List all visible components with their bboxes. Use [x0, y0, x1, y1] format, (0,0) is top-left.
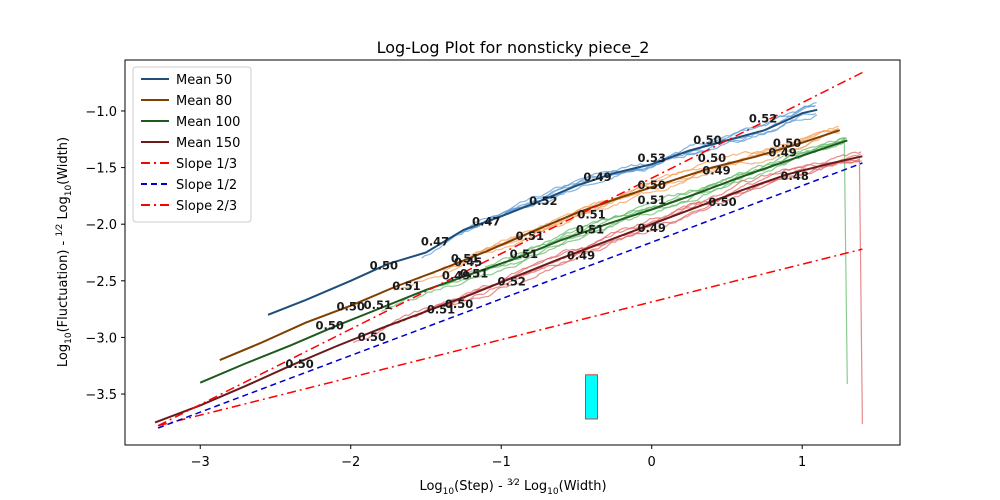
y-tick-label: −1.0	[85, 105, 117, 120]
series-line-slope-1-2	[157, 162, 863, 429]
slope-annotation: 0.50	[358, 330, 386, 344]
raw-trace-4-5	[466, 153, 861, 296]
raw-trace-3-3	[432, 137, 846, 289]
slope-annotation: 0.49	[567, 248, 595, 262]
series-line-mean-50	[267, 108, 818, 316]
series-line-mean-100	[199, 139, 848, 384]
slope-annotation: 0.51	[460, 266, 488, 280]
slope-annotation: 0.51	[577, 208, 605, 222]
slope-annotation: 0.51	[576, 222, 604, 236]
slope-annotation: 0.51	[427, 303, 455, 317]
slope-annotation: 0.50	[337, 299, 365, 313]
slope-annotation: 0.50	[370, 259, 398, 273]
legend-label: Mean 80	[176, 94, 232, 109]
slope-annotation: 0.48	[781, 169, 809, 183]
axes-frame	[124, 59, 901, 446]
slope-annotation: 0.49	[768, 145, 796, 159]
series-line-slope-1-3	[157, 248, 863, 427]
slope-annotation: 0.49	[583, 170, 611, 184]
slope-annotation: 0.47	[472, 214, 500, 228]
x-axis-label: Log10(Step) - 3⁄2 Log10(Width)	[419, 478, 606, 497]
raw-trace-2-5	[492, 125, 839, 247]
x-tick-label: −3	[191, 455, 210, 470]
slope-annotation: 0.50	[638, 178, 666, 192]
series-line-slope-2-3	[157, 71, 863, 427]
y-tick-label: −3.5	[85, 388, 117, 403]
legend-label: Slope 2/3	[176, 199, 237, 214]
x-tick-label: −2	[341, 455, 360, 470]
x-tick-label: 0	[648, 455, 656, 470]
slope-annotation: 0.52	[749, 111, 777, 125]
legend: Mean 50 Mean 80 Mean 100 Mean 150 Slope 1/3 S…	[132, 66, 252, 223]
slope-annotation: 0.50	[708, 195, 736, 209]
slope-annotation: 0.51	[451, 252, 479, 266]
slope-annotation: 0.52	[498, 274, 526, 288]
slope-annotation: 0.53	[638, 151, 666, 165]
slope-annotation: 0.50	[445, 297, 473, 311]
slope-annotation: 0.50	[773, 136, 801, 150]
y-axis-ticks: −3.5 −3.0 −2.5 −2.0 −1.5 −1.0	[85, 105, 125, 403]
slope-annotation: 0.50	[316, 319, 344, 333]
slope-annotation: 0.49	[638, 221, 666, 235]
legend-label: Slope 1/2	[176, 178, 237, 193]
slope-annotation: 0.45	[454, 255, 482, 269]
legend-label: Slope 1/3	[176, 157, 237, 172]
slope-annotation: 0.47	[421, 235, 449, 249]
chart-title: Log-Log Plot for nonsticky piece_2	[377, 38, 650, 58]
legend-label: Mean 50	[176, 73, 232, 88]
slope-annotation: 0.49	[442, 269, 470, 283]
slope-annotation: 0.51	[516, 229, 544, 243]
slope-annotation: 0.50	[285, 357, 313, 371]
slope-annotation: 0.50	[693, 133, 721, 147]
slope-annotation: 0.49	[702, 163, 730, 177]
slope-annotation: 0.51	[510, 247, 538, 261]
series-line-mean-80	[219, 129, 841, 362]
series-line-mean-150	[154, 155, 863, 424]
legend-label: Mean 100	[176, 115, 240, 130]
x-tick-label: −1	[492, 455, 511, 470]
legend-label: Mean 150	[176, 136, 240, 151]
plot-area: 0.520.500.530.490.520.470.470.500.500.49…	[154, 71, 863, 429]
x-tick-label: 1	[798, 455, 806, 470]
y-tick-label: −3.0	[85, 331, 117, 346]
slope-annotation: 0.51	[638, 193, 666, 207]
slope-annotation: 0.51	[392, 279, 420, 293]
highlight-rectangle	[585, 374, 598, 420]
y-axis-label: Log10(Fluctuation) - 1⁄2 Log10(Width)	[55, 137, 74, 367]
slope-annotation: 0.52	[529, 194, 557, 208]
y-tick-label: −1.5	[85, 162, 117, 177]
x-axis-ticks: −3 −2 −1 0 1	[191, 445, 806, 470]
y-tick-label: −2.5	[85, 275, 117, 290]
slope-annotation: 0.51	[364, 298, 392, 312]
raw-trace-3-5	[484, 137, 847, 268]
y-tick-label: −2.0	[85, 218, 117, 233]
slope-annotation: 0.50	[698, 151, 726, 165]
